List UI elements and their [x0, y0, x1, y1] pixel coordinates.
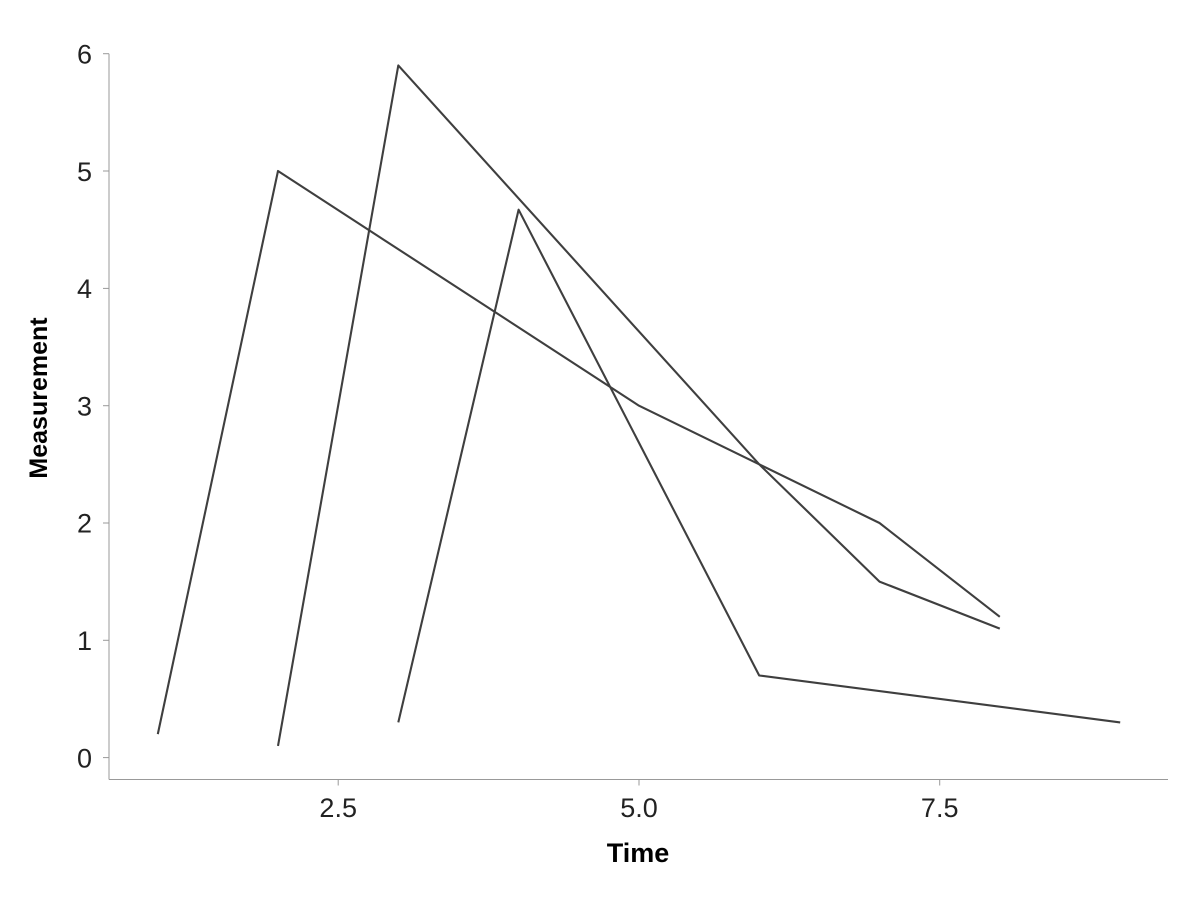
svg-text:Time: Time — [607, 838, 670, 868]
svg-text:4: 4 — [77, 274, 92, 304]
svg-text:7.5: 7.5 — [921, 793, 959, 823]
svg-text:Measurement: Measurement — [25, 317, 53, 479]
svg-text:1: 1 — [77, 626, 92, 656]
svg-text:6: 6 — [77, 40, 92, 70]
svg-text:3: 3 — [77, 391, 92, 421]
svg-text:2.5: 2.5 — [319, 793, 357, 823]
svg-text:0: 0 — [77, 743, 92, 773]
svg-text:5.0: 5.0 — [620, 793, 658, 823]
svg-text:2: 2 — [77, 509, 92, 539]
svg-text:5: 5 — [77, 157, 92, 187]
